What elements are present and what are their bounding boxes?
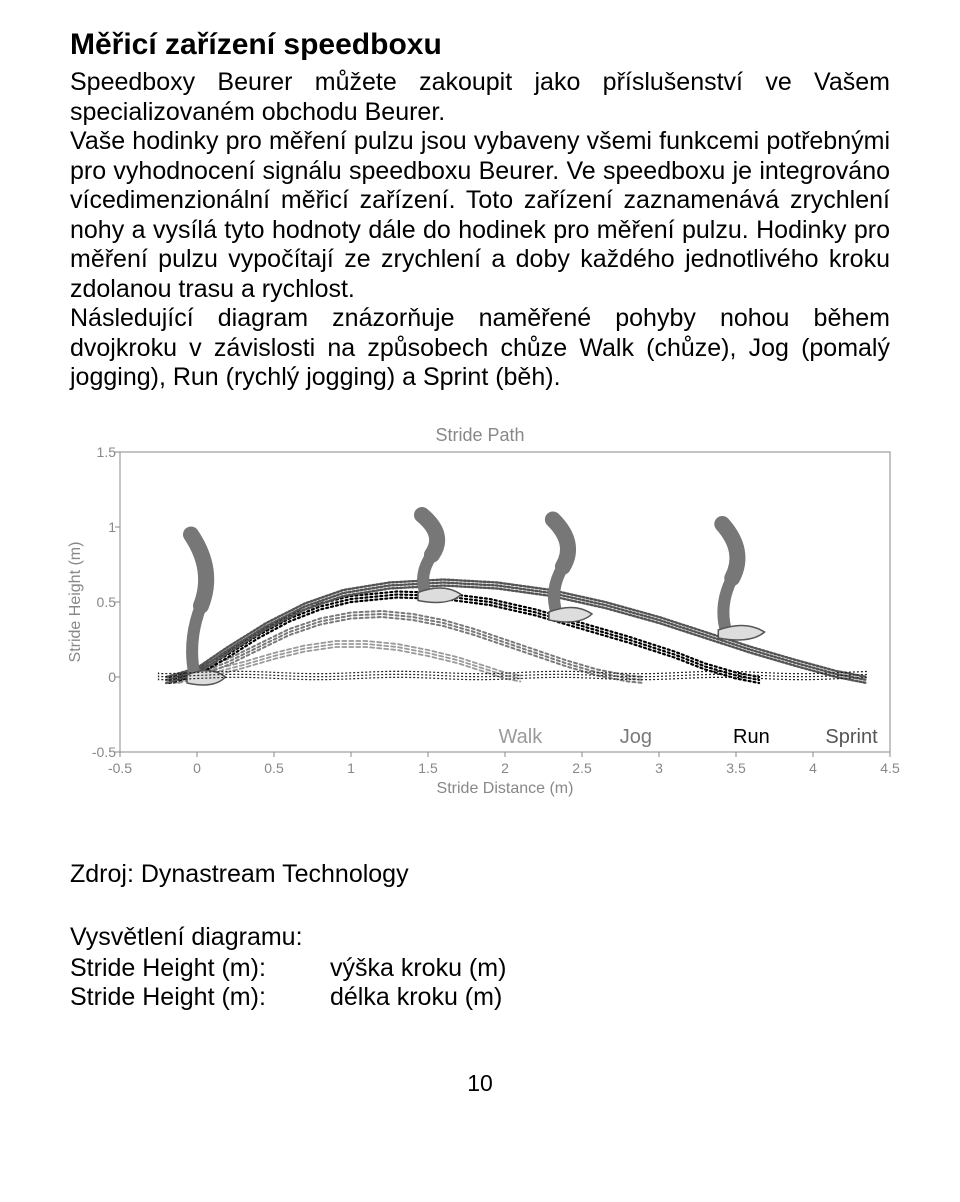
legend-key: Stride Height (m): bbox=[70, 954, 330, 983]
legend-row: Stride Height (m):výška kroku (m) bbox=[70, 954, 890, 983]
x-tick-label: 1.5 bbox=[418, 760, 437, 776]
y-axis-label: Stride Height (m) bbox=[67, 541, 85, 662]
chart-title: Stride Path bbox=[70, 425, 890, 446]
x-tick-label: 2.5 bbox=[572, 760, 591, 776]
x-tick-label: 2 bbox=[501, 760, 509, 776]
y-tick-label: 0 bbox=[86, 669, 116, 685]
x-tick-label: -0.5 bbox=[108, 760, 132, 776]
page-number: 10 bbox=[70, 1070, 890, 1097]
x-tick-label: 3 bbox=[655, 760, 663, 776]
source-line: Zdroj: Dynastream Technology bbox=[70, 860, 890, 889]
x-tick-label: 4.5 bbox=[880, 760, 899, 776]
series-label-jog: Jog bbox=[620, 726, 652, 749]
x-tick-label: 4 bbox=[809, 760, 817, 776]
plot-area: Stride Height (m) Stride Distance (m) -0… bbox=[120, 452, 890, 752]
series-label-sprint: Sprint bbox=[825, 726, 877, 749]
x-tick-label: 0.5 bbox=[264, 760, 283, 776]
legend-value: výška kroku (m) bbox=[330, 954, 506, 983]
y-tick-label: 1 bbox=[86, 519, 116, 535]
x-axis-label: Stride Distance (m) bbox=[437, 780, 574, 798]
section-heading: Měřicí zařízení speedboxu bbox=[70, 28, 890, 62]
legend-row: Stride Height (m):délka kroku (m) bbox=[70, 983, 890, 1012]
legend-value: délka kroku (m) bbox=[330, 983, 502, 1012]
series-label-run: Run bbox=[733, 726, 770, 749]
x-tick-label: 1 bbox=[347, 760, 355, 776]
body-paragraph: Speedboxy Beurer můžete zakoupit jako př… bbox=[70, 68, 890, 393]
x-tick-label: 0 bbox=[193, 760, 201, 776]
stride-chart: Stride Height (m) Stride Distance (m) -0… bbox=[70, 452, 890, 824]
legend-title: Vysvětlení diagramu: bbox=[70, 923, 890, 952]
legend-block: Vysvětlení diagramu: Stride Height (m):v… bbox=[70, 923, 890, 1012]
series-label-walk: Walk bbox=[499, 726, 543, 749]
legend-key: Stride Height (m): bbox=[70, 983, 330, 1012]
stride-chart-wrap: Stride Path Stride Height (m) Stride Dis… bbox=[70, 425, 890, 824]
x-tick-label: 3.5 bbox=[726, 760, 745, 776]
y-tick-label: -0.5 bbox=[86, 744, 116, 760]
y-tick-label: 0.5 bbox=[86, 594, 116, 610]
y-tick-label: 1.5 bbox=[86, 444, 116, 460]
